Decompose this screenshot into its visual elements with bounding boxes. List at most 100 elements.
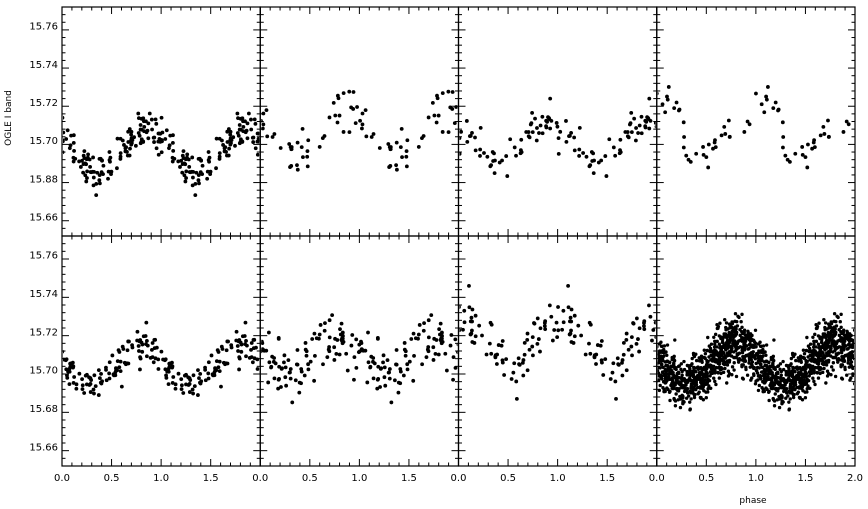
data-points <box>459 96 656 178</box>
data-point <box>244 338 248 343</box>
data-point <box>153 117 158 122</box>
data-point <box>287 142 292 146</box>
data-point <box>572 148 577 153</box>
data-point <box>772 404 777 408</box>
data-point <box>81 162 86 167</box>
data-point <box>736 360 741 364</box>
data-point <box>790 381 795 385</box>
data-point <box>183 179 188 184</box>
data-point <box>200 172 205 177</box>
data-point <box>632 116 637 121</box>
data-point <box>657 361 659 365</box>
data-point <box>824 363 829 367</box>
data-point <box>179 377 184 382</box>
data-point <box>821 362 826 367</box>
data-point <box>129 129 134 134</box>
data-point <box>759 370 764 374</box>
data-point <box>718 321 722 325</box>
data-point <box>80 158 84 163</box>
data-point <box>706 335 710 340</box>
data-point <box>489 322 494 327</box>
data-point <box>599 358 604 363</box>
data-point <box>180 162 185 167</box>
data-point <box>237 127 242 132</box>
data-point <box>405 362 410 367</box>
data-point <box>524 130 529 134</box>
data-point <box>706 387 710 391</box>
data-points <box>63 111 260 198</box>
data-point <box>658 366 662 370</box>
data-point <box>338 332 343 337</box>
data-point <box>636 131 641 135</box>
data-point <box>473 334 478 339</box>
data-point <box>772 338 776 342</box>
data-point <box>643 118 648 123</box>
data-point <box>352 377 356 382</box>
data-point <box>626 347 631 352</box>
data-point <box>117 365 122 370</box>
data-point <box>554 121 559 125</box>
data-point <box>744 365 748 370</box>
data-point <box>681 120 686 125</box>
data-point <box>167 146 171 151</box>
data-point <box>182 173 187 178</box>
data-point <box>690 362 694 366</box>
data-point <box>814 339 819 344</box>
data-point <box>746 353 750 357</box>
data-point <box>449 333 454 337</box>
data-point <box>217 154 222 159</box>
data-point <box>621 352 626 357</box>
data-point <box>824 354 829 358</box>
data-point <box>261 347 265 352</box>
data-point <box>188 378 193 382</box>
data-point <box>809 367 813 371</box>
data-point <box>484 352 489 357</box>
data-point <box>244 354 248 359</box>
data-point <box>735 324 740 328</box>
data-point <box>431 345 436 350</box>
data-point <box>65 128 70 133</box>
data-point <box>219 384 223 389</box>
data-point <box>757 383 762 388</box>
data-point <box>842 342 846 346</box>
data-point <box>733 312 738 316</box>
data-point <box>163 358 167 363</box>
data-point <box>739 320 743 324</box>
data-point <box>564 139 569 144</box>
panel-7: 0.0 0.5 1.0 1.5 <box>451 235 658 484</box>
data-point <box>788 373 792 378</box>
data-point <box>850 338 854 343</box>
data-point <box>760 365 765 370</box>
data-point <box>121 347 126 351</box>
data-point <box>182 373 187 378</box>
data-point <box>335 120 340 125</box>
panel-frame <box>656 6 856 237</box>
data-point <box>317 332 322 337</box>
data-point <box>249 355 254 360</box>
data-point <box>126 140 131 144</box>
data-point <box>668 398 672 403</box>
data-point <box>569 130 574 135</box>
data-point <box>500 158 504 163</box>
data-point <box>709 363 713 368</box>
data-point <box>86 152 90 157</box>
data-point <box>643 125 648 130</box>
data-point <box>840 339 845 343</box>
data-point <box>357 342 362 347</box>
data-point <box>786 394 790 398</box>
data-point <box>241 124 246 129</box>
data-points <box>657 85 851 170</box>
data-point <box>701 378 705 383</box>
data-point <box>127 339 131 344</box>
data-point <box>741 339 746 343</box>
data-point <box>813 365 818 370</box>
data-point <box>813 359 818 363</box>
data-point <box>170 140 175 145</box>
data-point <box>684 153 689 158</box>
data-point <box>702 348 706 352</box>
data-point <box>654 124 656 129</box>
data-point <box>803 390 807 394</box>
data-point <box>647 126 652 131</box>
data-point <box>839 363 843 367</box>
